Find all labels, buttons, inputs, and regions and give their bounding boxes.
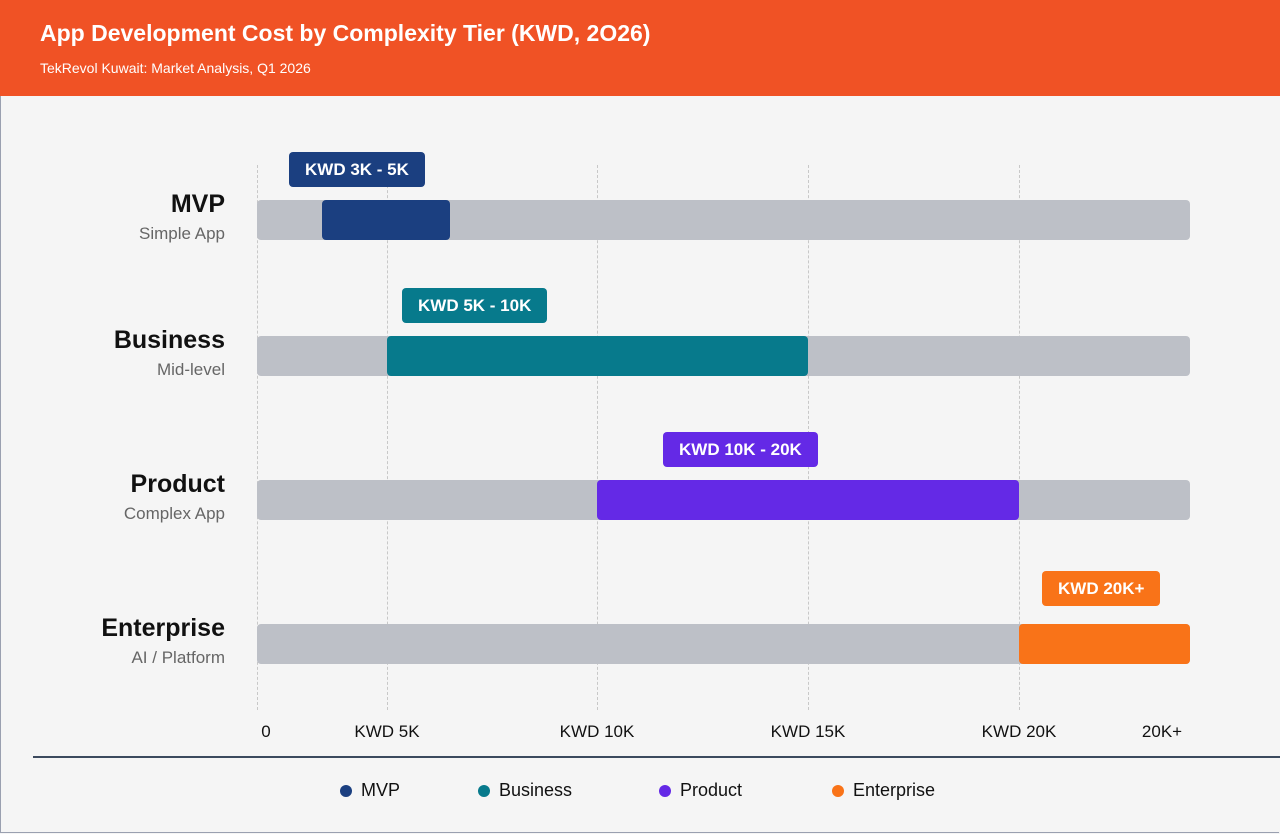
row-sublabel: Mid-level: [156, 360, 225, 379]
gridline: [257, 165, 258, 710]
legend-separator: [33, 756, 1280, 758]
legend-item-product: Product: [659, 780, 742, 801]
x-tick-label: 0: [261, 722, 271, 741]
legend-marker-icon: [832, 784, 844, 797]
legend-label: Product: [680, 780, 743, 800]
legend-label: Business: [499, 780, 573, 800]
range-data-label: KWD 20K+: [1042, 571, 1161, 606]
row-label-business: Business: [113, 326, 225, 354]
range-bar-business: [387, 336, 808, 376]
x-tick-label: KWD 10K: [559, 722, 635, 741]
legend-label: MVP: [361, 780, 401, 800]
range-data-label: KWD 3K - 5K: [289, 152, 425, 187]
row-sublabel: Complex App: [123, 504, 225, 523]
row-sublabel: Simple App: [139, 224, 225, 243]
x-tick-label: KWD 15K: [770, 722, 846, 741]
legend-label: Enterprise: [853, 780, 936, 800]
range-bar-product: [597, 480, 1019, 520]
x-tick-label: 20K+: [1141, 722, 1183, 741]
legend-marker-icon: [478, 784, 490, 797]
gridline: [1019, 165, 1020, 710]
legend-marker-icon: [659, 784, 671, 797]
gridline: [597, 165, 598, 710]
row-sublabel: AI / Platform: [131, 648, 225, 667]
legend-item-enterprise: Enterprise: [832, 780, 935, 801]
range-bar-mvp: [322, 200, 450, 240]
row-label-product: Product: [130, 470, 225, 498]
legend-item-mvp: MVP: [340, 780, 400, 801]
range-bar-enterprise: [1019, 624, 1190, 664]
header-banner: App Development Cost by Complexity Tier …: [0, 0, 1280, 96]
legend-item-business: Business: [478, 780, 572, 801]
x-tick-label: KWD 20K: [981, 722, 1057, 741]
chart-title: App Development Cost by Complexity Tier …: [40, 20, 651, 46]
gridline: [387, 165, 388, 710]
chart-subtitle: TekRevol Kuwait: Market Analysis, Q1 202…: [40, 60, 311, 76]
x-tick-label: KWD 5K: [354, 722, 420, 741]
row-label-mvp: MVP: [170, 190, 225, 218]
row-label-enterprise: Enterprise: [101, 614, 225, 642]
legend-marker-icon: [340, 784, 352, 797]
range-data-label: KWD 5K - 10K: [402, 288, 548, 323]
range-data-label: KWD 10K - 20K: [663, 432, 818, 467]
